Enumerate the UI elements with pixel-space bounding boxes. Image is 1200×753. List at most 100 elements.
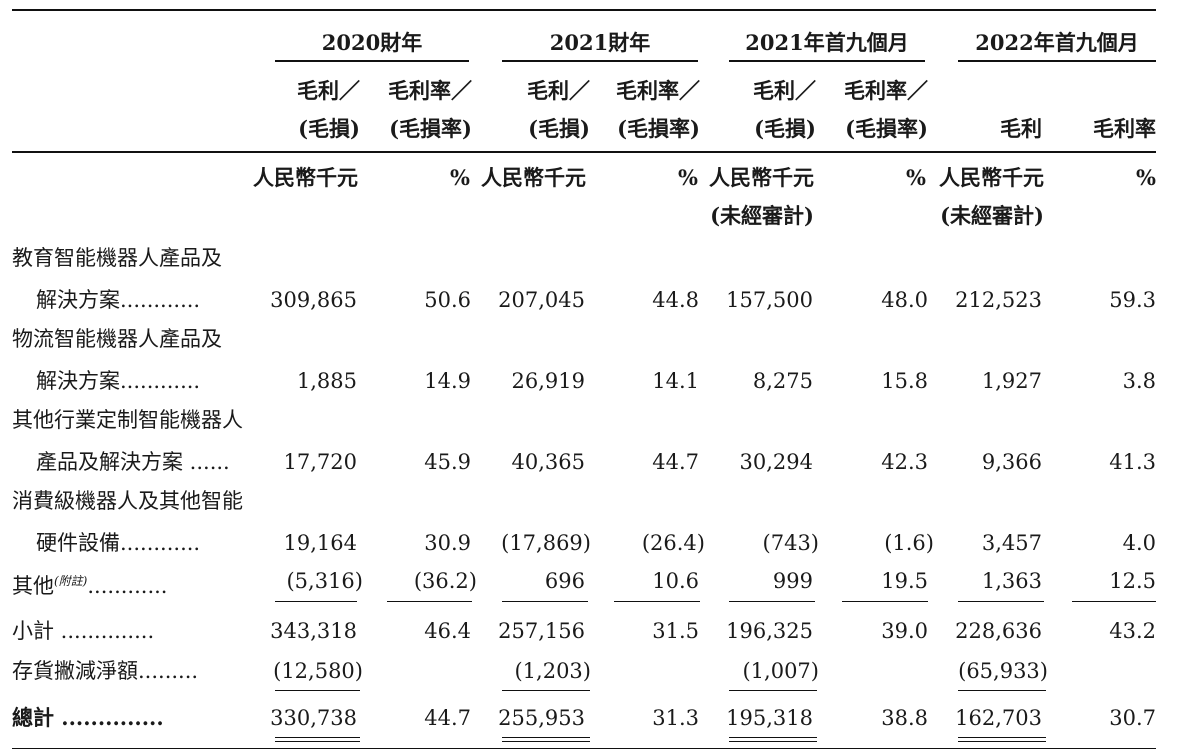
- table-cell: 3,457: [981, 531, 1042, 555]
- table-cell: 1,363: [981, 569, 1042, 593]
- unit-rmb-2021: 人民幣千元: [481, 165, 586, 190]
- unit-rmb-2021-9m: 人民幣千元: [709, 165, 814, 190]
- row-label-custom-l2: 產品及解決方案 ......: [36, 450, 230, 474]
- period-rule-2022-9m: [958, 60, 1156, 62]
- col-gp-2021-9m-l2: (毛損): [754, 116, 816, 141]
- row-label-others-text: 其他: [12, 574, 54, 598]
- table-cell: 26,919: [511, 369, 585, 393]
- total-double-rule-2: [502, 737, 590, 742]
- col-gpm-2020-l2: (毛損率): [389, 116, 472, 141]
- period-header-2022-9m: 2022年首九個月: [975, 30, 1139, 55]
- total-cell: 255,953: [498, 706, 585, 730]
- col-gp-2021-l2: (毛損): [528, 116, 590, 141]
- period-header-2020: 2020財年: [321, 30, 423, 55]
- total-cell: 30.7: [1109, 706, 1156, 730]
- table-cell: (743): [762, 531, 819, 555]
- table-cell: (17,869): [501, 531, 591, 555]
- total-cell: 38.8: [881, 706, 928, 730]
- total-rule-3: [729, 690, 817, 692]
- subtotal-rule-3: [502, 601, 588, 603]
- period-header-2021: 2021財年: [549, 30, 651, 55]
- col-gpm-2021-l2: (毛損率): [617, 116, 700, 141]
- table-cell: 4.0: [1122, 531, 1156, 555]
- table-cell: 44.8: [652, 288, 699, 312]
- col-gp-2020-l1: 毛利／: [297, 78, 360, 103]
- subtotal-rule-4: [614, 601, 700, 603]
- total-double-rule-3: [729, 737, 817, 742]
- table-cell: 41.3: [1109, 450, 1156, 474]
- table-cell: 9,366: [981, 450, 1042, 474]
- total-rule-2: [502, 690, 590, 692]
- total-rule-1: [275, 690, 360, 692]
- table-cell: (36.2): [413, 569, 477, 593]
- col-gpm-2021-l1: 毛利率／: [616, 78, 700, 103]
- subtotal-cell: 39.0: [881, 619, 928, 643]
- row-label-others-dots: ............: [87, 574, 168, 598]
- row-label-total: 總計 ..............: [12, 705, 164, 730]
- total-cell: 162,703: [955, 706, 1042, 730]
- impairment-cell: (1,203): [514, 659, 591, 683]
- impairment-cell: (65,933): [958, 659, 1048, 683]
- subtotal-rule-6: [842, 601, 928, 603]
- header-rule: [12, 151, 1156, 153]
- subtotal-cell: 228,636: [955, 619, 1042, 643]
- unit-pct-2021-9m: %: [906, 165, 926, 190]
- table-cell: 17,720: [283, 450, 357, 474]
- total-cell: 31.3: [652, 706, 699, 730]
- subtotal-rule-2: [387, 601, 472, 603]
- unit-pct-2020: %: [450, 165, 470, 190]
- row-label-education-l1: 教育智能機器人產品及: [12, 246, 222, 270]
- col-gpm-2021-9m-l1: 毛利率／: [844, 78, 928, 103]
- subtotal-rule-5: [729, 601, 815, 603]
- col-gp-2021-l1: 毛利／: [527, 78, 590, 103]
- table-cell: (26.4): [641, 531, 705, 555]
- table-cell: 157,500: [726, 288, 813, 312]
- table-cell: 309,865: [270, 288, 357, 312]
- period-rule-2020: [275, 60, 469, 62]
- total-rule-4: [958, 690, 1046, 692]
- table-cell: 3.8: [1122, 369, 1156, 393]
- row-label-education-l2: 解決方案............: [36, 288, 201, 312]
- table-cell: (5,316): [286, 569, 363, 593]
- period-header-2021-9m: 2021年首九個月: [745, 30, 909, 55]
- row-label-custom-l1: 其他行業定制智能機器人: [12, 408, 243, 432]
- table-cell: 696: [544, 569, 585, 593]
- table-cell: 207,045: [498, 288, 585, 312]
- col-gp-2020-l2: (毛損): [298, 116, 360, 141]
- table-cell: 1,927: [981, 369, 1042, 393]
- total-double-rule-4: [958, 737, 1046, 742]
- row-label-others-note: (附註): [54, 574, 88, 588]
- subtotal-cell: 43.2: [1109, 619, 1156, 643]
- col-gp-2022-9m: 毛利: [1000, 116, 1042, 141]
- table-cell: 44.7: [652, 450, 699, 474]
- period-rule-2021: [502, 60, 698, 62]
- row-label-consumer-l2: 硬件設備............: [36, 531, 201, 555]
- table-cell: 14.9: [424, 369, 471, 393]
- row-label-logistics-l1: 物流智能機器人產品及: [12, 327, 222, 351]
- total-cell: 44.7: [424, 706, 471, 730]
- table-cell: 30,294: [739, 450, 813, 474]
- impairment-cell: (12,580): [273, 659, 363, 683]
- unit-unaudited-2021-9m: (未經審計): [710, 203, 814, 228]
- unit-pct-2021: %: [678, 165, 698, 190]
- table-cell: 999: [772, 569, 813, 593]
- table-cell: 59.3: [1109, 288, 1156, 312]
- unit-rmb-2020: 人民幣千元: [253, 165, 358, 190]
- subtotal-cell: 343,318: [270, 619, 357, 643]
- unit-rmb-2022-9m: 人民幣千元: [939, 165, 1044, 190]
- table-cell: 19.5: [881, 569, 928, 593]
- impairment-cell: (1,007): [742, 659, 819, 683]
- col-gpm-2021-9m-l2: (毛損率): [845, 116, 928, 141]
- table-cell: 14.1: [652, 369, 699, 393]
- row-label-others: 其他(附註)............: [12, 568, 167, 599]
- subtotal-rule-8: [1072, 601, 1156, 603]
- subtotal-cell: 46.4: [424, 619, 471, 643]
- table-cell: 8,275: [752, 369, 813, 393]
- table-cell: 12.5: [1109, 569, 1156, 593]
- unit-pct-2022-9m: %: [1136, 165, 1156, 190]
- unit-unaudited-2022-9m: (未經審計): [940, 203, 1044, 228]
- subtotal-rule-7: [958, 601, 1044, 603]
- subtotal-cell: 257,156: [498, 619, 585, 643]
- subtotal-cell: 31.5: [652, 619, 699, 643]
- top-rule: [12, 9, 1156, 11]
